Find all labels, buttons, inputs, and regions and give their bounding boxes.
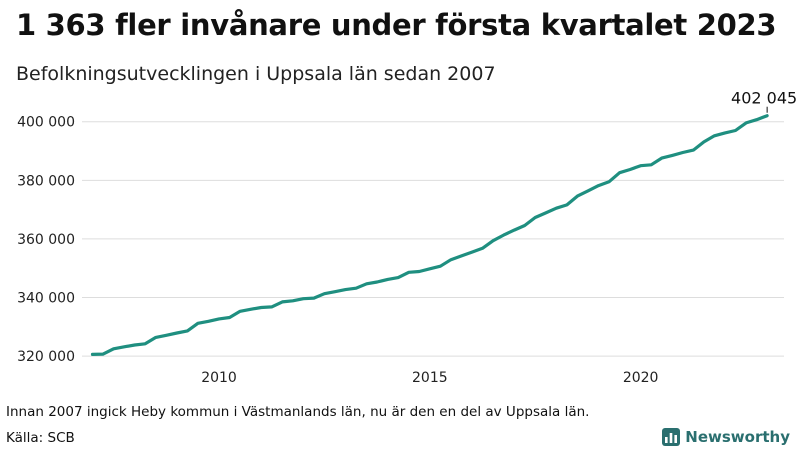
brand-name: Newsworthy — [685, 428, 790, 446]
x-tick-label: 2010 — [201, 370, 237, 386]
series-line — [90, 114, 769, 356]
y-tick-label: 360 000 — [17, 232, 75, 248]
line-chart: 320 000 340 000 360 000 380 000 400 000 2010… — [17, 89, 797, 386]
last-value-label: 402 045 — [731, 89, 797, 108]
brand-logo: Newsworthy — [662, 428, 790, 446]
chart-title: 1 363 fler invånare under första kvartal… — [16, 8, 777, 42]
bar-chart-icon — [662, 428, 681, 446]
source-credit: Källa: SCB — [6, 430, 75, 446]
grid-lines — [82, 121, 784, 357]
series-layer — [90, 114, 769, 356]
y-tick-label: 340 000 — [17, 291, 75, 307]
y-tick-label: 400 000 — [17, 115, 75, 131]
x-tick-label: 2015 — [412, 370, 448, 386]
annotation-layer: 402 045 — [731, 89, 797, 113]
y-tick-label: 380 000 — [17, 173, 75, 189]
x-tick-label: 2020 — [623, 370, 659, 386]
footnote: Innan 2007 ingick Heby kommun i Västmanl… — [6, 404, 590, 420]
y-axis-ticks: 320 000 340 000 360 000 380 000 400 000 — [17, 115, 75, 365]
chart-subtitle: Befolkningsutvecklingen i Uppsala län se… — [16, 63, 496, 85]
y-tick-label: 320 000 — [17, 349, 75, 365]
x-axis-ticks: 2010 2015 2020 — [201, 370, 658, 386]
